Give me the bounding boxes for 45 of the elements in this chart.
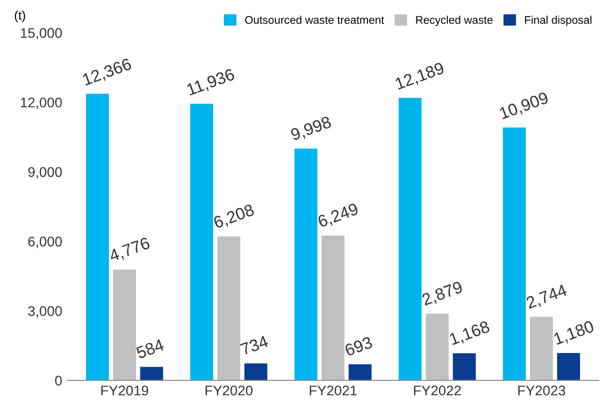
data-label: 2,879	[421, 280, 464, 308]
y-tick-label: 3,000	[28, 306, 62, 318]
bar	[557, 353, 580, 380]
data-label: 584	[136, 338, 165, 359]
data-label: 4,776	[108, 236, 152, 264]
bar	[190, 104, 214, 380]
y-tick-label: 12,000	[20, 98, 62, 110]
data-label: 1,168	[448, 320, 491, 347]
bar	[113, 270, 136, 380]
bar	[244, 363, 268, 380]
bar	[140, 366, 164, 380]
data-label: 12,189	[394, 62, 446, 92]
data-label: 734	[240, 335, 269, 356]
bar	[86, 94, 109, 380]
bar	[530, 316, 553, 380]
x-tick-label: FY2021	[310, 386, 357, 396]
y-tick-label: 0	[55, 376, 62, 386]
bar	[398, 98, 422, 380]
x-tick-label: FY2020	[206, 386, 253, 396]
data-label: 6,249	[317, 202, 360, 230]
y-tick-label: 15,000	[20, 28, 62, 40]
data-label: 6,208	[212, 204, 256, 230]
bar	[217, 236, 240, 380]
x-tick-label: FY2023	[518, 386, 566, 396]
x-tick-label: FY2019	[101, 386, 148, 396]
legend-label: Outsourced waste treatment	[245, 16, 384, 24]
data-label: 10,909	[498, 92, 550, 122]
bar	[348, 364, 372, 380]
data-label: 693	[344, 336, 373, 356]
data-label: 9,998	[290, 116, 332, 142]
y-tick-label: 6,000	[28, 236, 62, 248]
y-tick-label: 9,000	[28, 167, 62, 179]
legend-label: Final disposal	[525, 16, 592, 26]
bar	[452, 353, 476, 380]
bar	[426, 314, 449, 380]
bar	[502, 128, 526, 380]
data-label: 2,744	[526, 284, 568, 311]
x-tick-label: FY2022	[414, 386, 461, 396]
y-axis-title: (t)	[14, 10, 26, 22]
data-label: 12,366	[82, 58, 133, 88]
bar	[322, 236, 344, 380]
bar	[294, 148, 318, 380]
data-label: 11,936	[186, 68, 236, 98]
legend-label: Recycled waste	[416, 16, 493, 26]
data-label: 1,180	[553, 320, 596, 347]
